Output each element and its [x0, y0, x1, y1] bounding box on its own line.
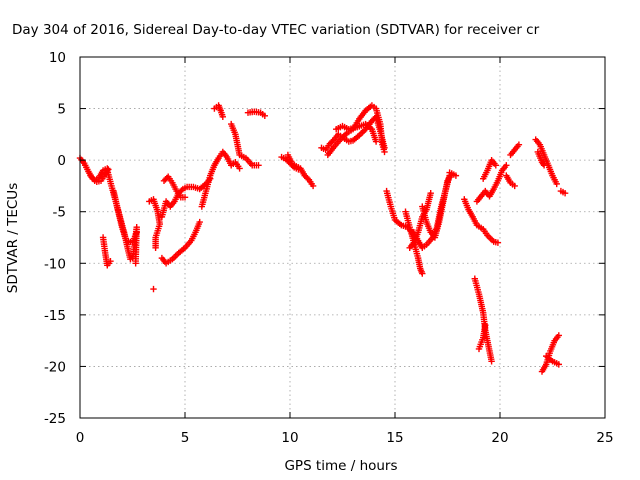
x-tick-label: 25: [596, 430, 613, 446]
y-tick-label: -10: [44, 256, 66, 272]
y-tick-label: 10: [49, 50, 66, 66]
data-point: [309, 182, 317, 190]
data-point: [488, 358, 495, 365]
data-points: [76, 102, 569, 375]
x-tick-label: 10: [281, 430, 298, 446]
grid-lines: [80, 57, 605, 418]
data-point: [261, 112, 268, 119]
data-point: [219, 113, 226, 121]
data-point: [540, 162, 548, 169]
data-point: [132, 260, 139, 267]
x-tick-label: 20: [491, 430, 508, 446]
data-point: [482, 321, 489, 329]
data-point: [553, 180, 560, 188]
data-point: [150, 285, 157, 293]
x-tick-label: 0: [76, 430, 85, 446]
data-point: [372, 138, 380, 145]
y-tick-label: -15: [44, 308, 66, 324]
plot-axes: [79, 56, 606, 419]
data-point: [107, 258, 114, 265]
y-tick-label: -25: [44, 411, 66, 427]
tick-labels: 0 5 10 15 20 25 -25 -20 -15 -10 -5 0 5 10: [44, 50, 614, 446]
y-tick-label: 5: [57, 102, 66, 118]
x-tick-label: 5: [181, 430, 190, 446]
data-point: [152, 244, 159, 252]
data-point: [304, 175, 311, 182]
data-point: [561, 189, 569, 197]
data-point: [452, 172, 460, 179]
x-axis-label: GPS time / hours: [284, 458, 397, 474]
x-tick-label: 15: [386, 430, 403, 446]
plot-frame: [79, 56, 606, 419]
data-point: [427, 189, 434, 197]
y-tick-label: -5: [53, 205, 66, 221]
y-axis-label: SDTVAR / TECUs: [5, 183, 21, 293]
data-point: [381, 148, 388, 156]
y-tick-label: 0: [57, 153, 66, 169]
data-point: [494, 239, 502, 246]
data-point: [555, 361, 562, 368]
chart-title: Day 304 of 2016, Sidereal Day-to-day VTE…: [12, 22, 540, 38]
data-point: [419, 270, 426, 277]
data-point: [196, 218, 203, 226]
data-point: [515, 141, 523, 148]
data-point: [181, 194, 189, 201]
data-point: [255, 162, 262, 169]
data-point: [492, 162, 499, 169]
data-point: [503, 162, 510, 169]
data-point: [236, 165, 243, 172]
data-point: [555, 332, 562, 339]
y-tick-label: -20: [44, 359, 66, 375]
data-point: [511, 182, 518, 190]
